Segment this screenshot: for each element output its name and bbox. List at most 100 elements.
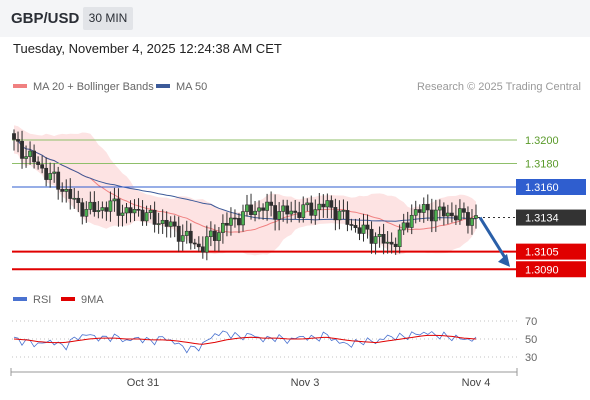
candle-body-99 — [409, 214, 414, 228]
candle-body-37 — [160, 219, 165, 224]
candle-body-88 — [365, 224, 370, 230]
legend-swatch-0 — [13, 84, 27, 88]
candle-body-46 — [196, 243, 201, 248]
candle-body-0 — [12, 133, 16, 140]
candle-body-39 — [168, 221, 173, 227]
candle-body-53 — [225, 222, 229, 226]
candle-body-112 — [462, 208, 466, 213]
candle-body-47 — [200, 246, 205, 253]
candle-body-16 — [76, 197, 81, 203]
candle-body-97 — [401, 222, 406, 231]
rsi-legend-swatch-0 — [13, 297, 27, 301]
candle-body-19 — [88, 201, 93, 210]
rsi-ma9-line — [13, 334, 477, 345]
candle-body-95 — [393, 243, 398, 247]
candle-body-71 — [297, 212, 302, 218]
candle-body-102 — [421, 204, 426, 213]
candle-body-22 — [100, 207, 105, 211]
legend-label-0: MA 20 + Bollinger Bands — [33, 81, 154, 93]
candle-body-92 — [381, 234, 386, 244]
candle-body-68 — [285, 205, 290, 215]
candle-body-3 — [24, 156, 28, 159]
candle-body-72 — [301, 204, 306, 218]
candle-body-6 — [36, 161, 41, 165]
candle-body-103 — [425, 204, 430, 211]
candle-body-107 — [441, 206, 446, 217]
candle-body-64 — [269, 201, 274, 206]
resistance-label-2: 1.3160 — [525, 182, 559, 194]
candle-body-21 — [96, 210, 101, 212]
x-tick-label-1: Nov 3 — [291, 377, 320, 389]
candle-body-91 — [377, 234, 382, 237]
candle-body-77 — [321, 203, 326, 208]
candle-body-52 — [221, 222, 225, 233]
candle-body-78 — [325, 200, 330, 208]
candle-body-89 — [369, 228, 374, 244]
candle-body-24 — [108, 200, 113, 212]
candle-body-85 — [353, 225, 358, 229]
timeframe-button[interactable]: 30 MIN — [83, 7, 133, 30]
candle-body-75 — [313, 209, 318, 216]
candle-body-26 — [116, 198, 121, 216]
candle-body-44 — [188, 230, 193, 244]
candle-body-13 — [64, 188, 69, 192]
candle-body-30 — [132, 209, 137, 214]
copyright-text: Research © 2025 Trading Central — [417, 81, 581, 93]
candle-body-10 — [52, 171, 57, 174]
timestamp: Tuesday, November 4, 2025 12:24:38 AM CE… — [13, 41, 282, 56]
candle-body-57 — [241, 211, 245, 226]
bollinger-band — [14, 125, 476, 256]
candle-body-45 — [192, 242, 197, 245]
resistance-label-1: 1.3180 — [525, 159, 559, 171]
candle-body-86 — [357, 227, 362, 234]
candle-body-54 — [229, 217, 233, 226]
ma50-line — [13, 138, 477, 222]
candle-body-35 — [152, 209, 157, 225]
candle-body-80 — [333, 207, 338, 221]
candle-body-50 — [212, 230, 217, 241]
candle-body-90 — [373, 236, 378, 244]
rsi-legend-label-0: RSI — [33, 294, 51, 306]
candle-body-115 — [474, 215, 478, 219]
candle-body-9 — [48, 173, 53, 180]
candle-body-65 — [273, 205, 278, 220]
candle-body-17 — [80, 202, 85, 217]
candle-body-18 — [84, 209, 89, 217]
candle-body-27 — [120, 212, 125, 216]
candle-body-105 — [433, 209, 438, 222]
candle-body-4 — [28, 150, 32, 157]
candle-body-49 — [208, 230, 213, 238]
candle-body-36 — [156, 223, 161, 225]
candle-body-106 — [437, 206, 442, 211]
candle-body-7 — [40, 164, 45, 169]
candle-body-29 — [128, 207, 133, 214]
candle-body-76 — [317, 203, 322, 210]
candle-body-69 — [289, 210, 294, 215]
rsi-tick-label-1: 50 — [525, 334, 537, 346]
candle-body-60 — [253, 210, 257, 215]
rsi-tick-label-2: 30 — [525, 352, 537, 364]
rsi-legend-label-1: 9MA — [81, 294, 104, 306]
candle-body-12 — [60, 189, 65, 192]
candle-body-87 — [361, 224, 366, 234]
candle-body-2 — [20, 140, 24, 159]
candle-body-96 — [397, 229, 402, 247]
forecast-arrow-head — [498, 253, 510, 267]
candle-body-101 — [417, 209, 422, 213]
candle-body-40 — [172, 221, 177, 227]
candle-body-41 — [176, 225, 181, 242]
support-label-1: 1.3090 — [525, 264, 559, 276]
candle-body-28 — [124, 207, 129, 214]
legend-swatch-1 — [156, 84, 170, 88]
candle-body-83 — [345, 210, 350, 225]
candle-body-1 — [16, 139, 20, 142]
candle-body-104 — [429, 209, 434, 222]
candle-body-20 — [92, 201, 97, 212]
candle-body-94 — [389, 241, 394, 245]
support-tag-0 — [516, 243, 586, 260]
candle-body-14 — [68, 188, 73, 199]
candle-body-43 — [184, 230, 189, 236]
support-label-0: 1.3105 — [525, 247, 559, 259]
candle-body-31 — [136, 209, 141, 211]
